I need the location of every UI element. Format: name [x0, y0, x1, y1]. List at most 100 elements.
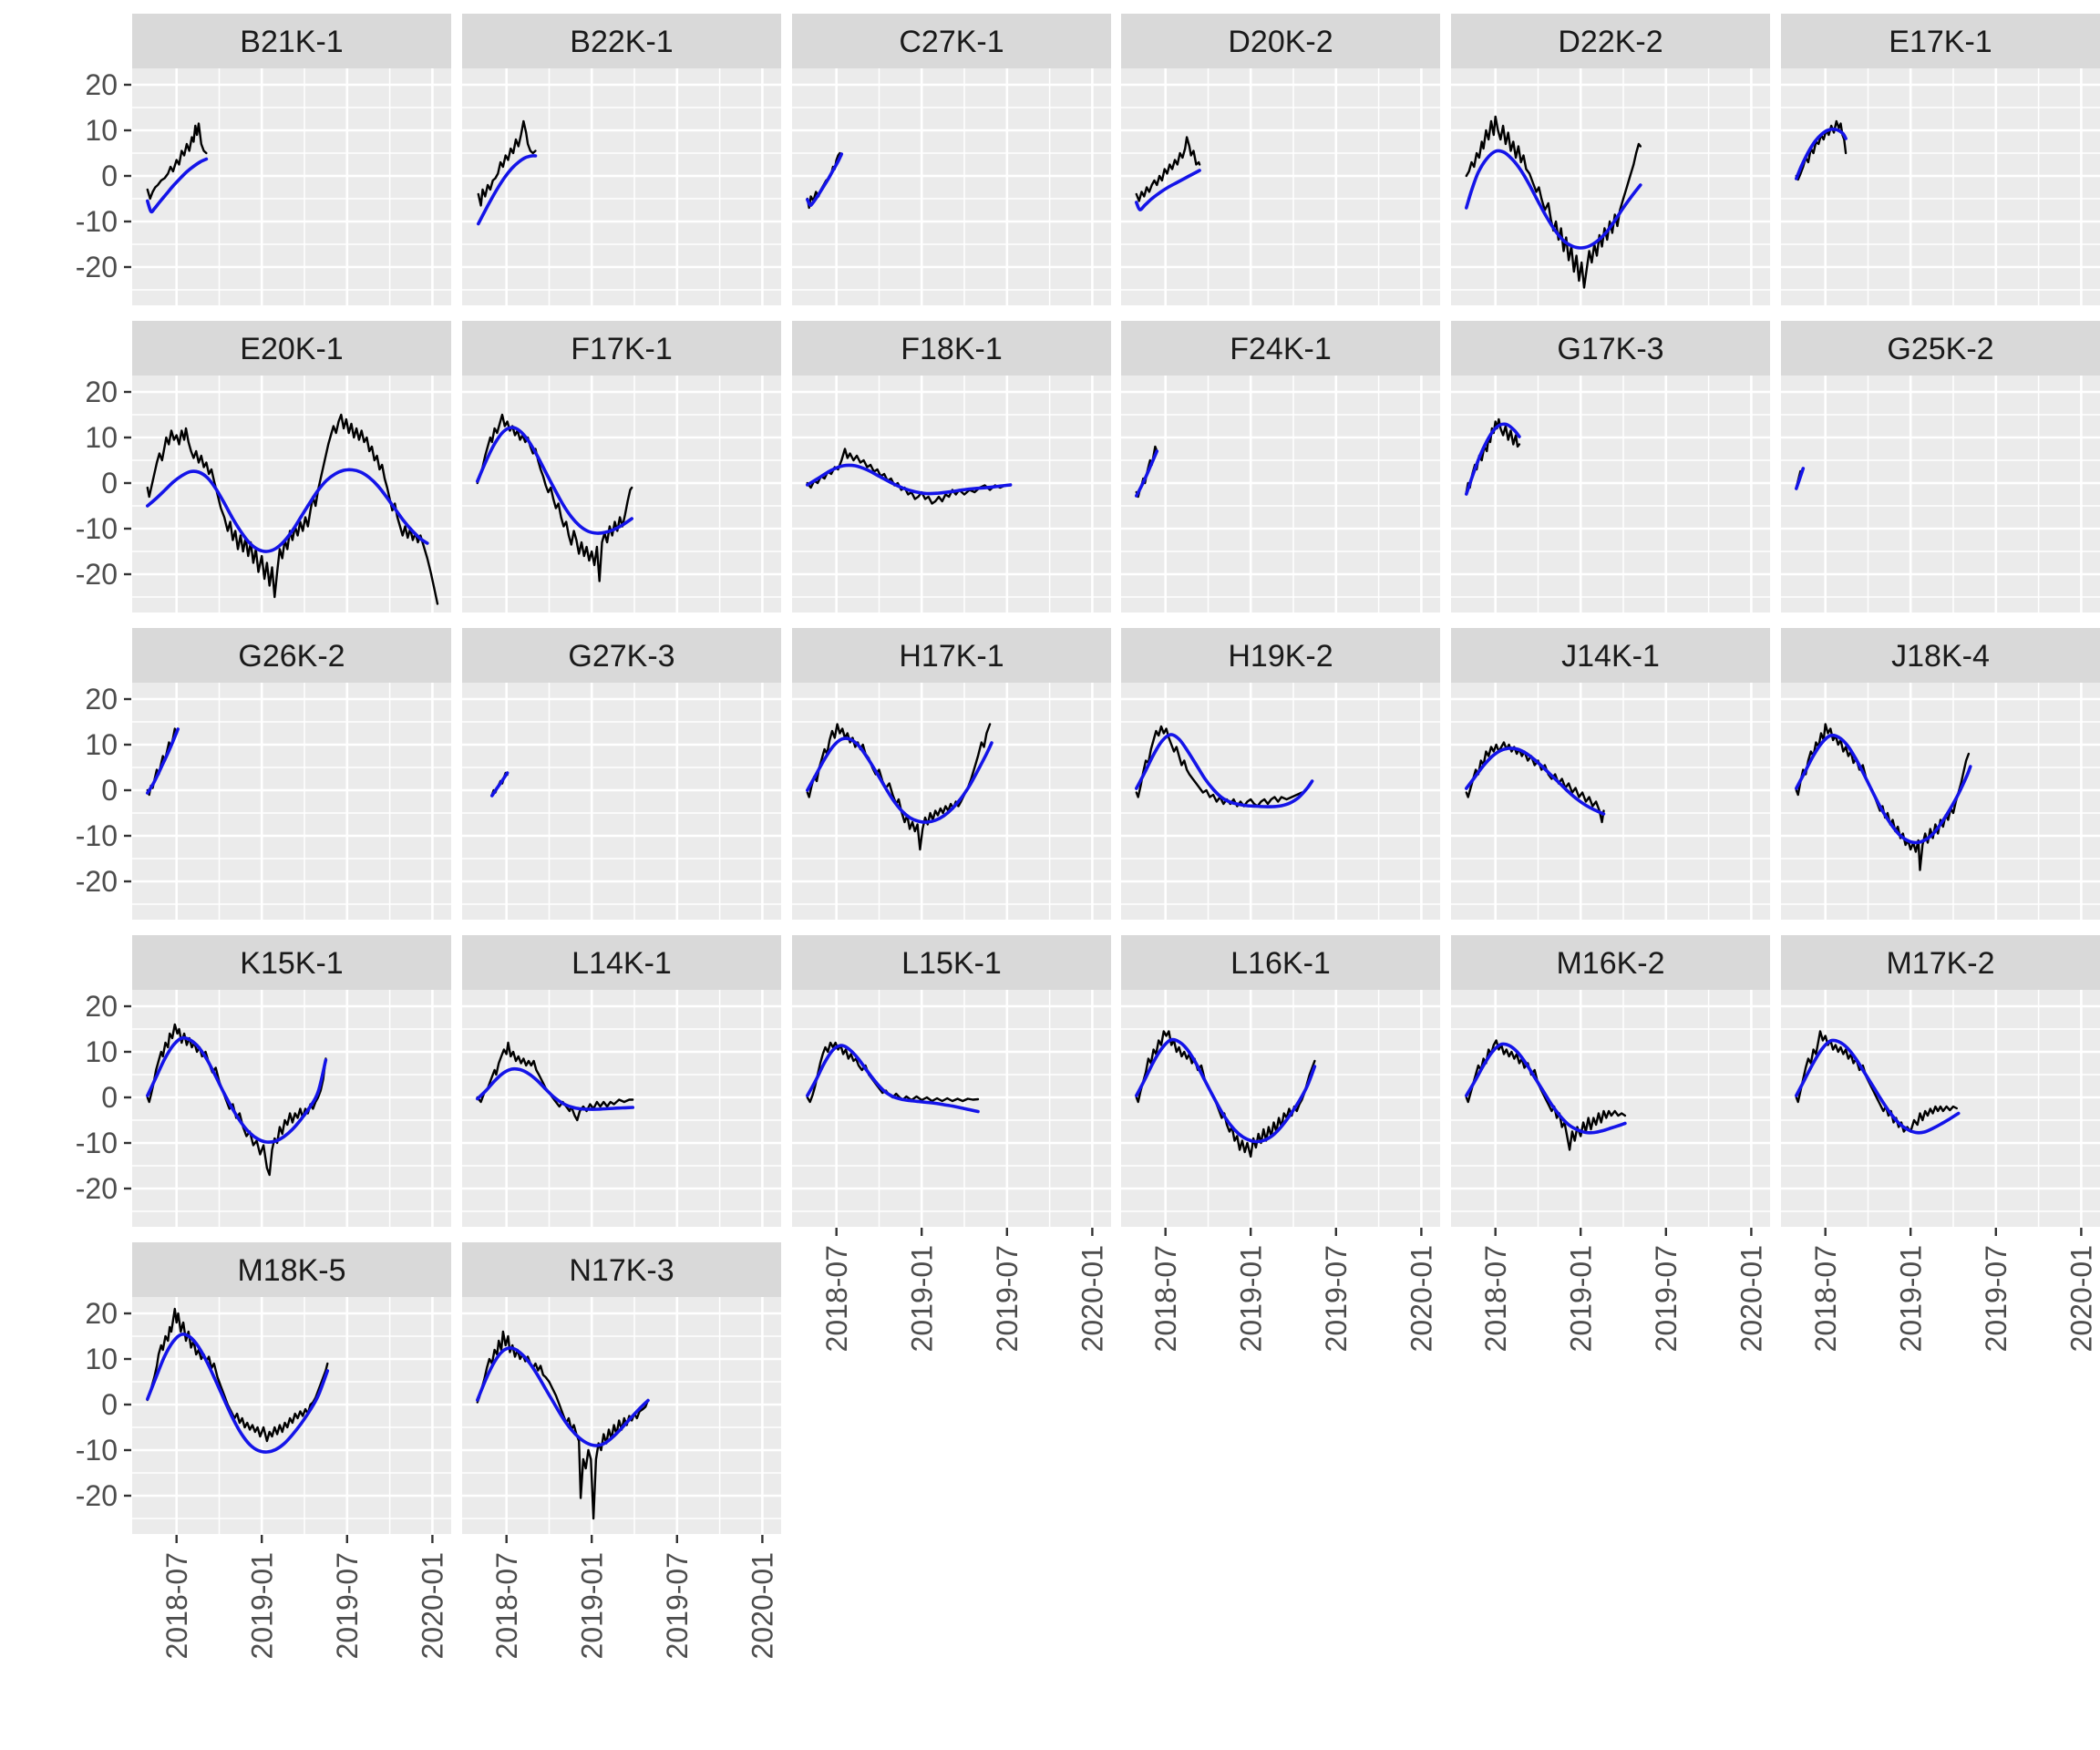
series-group [146, 413, 439, 605]
observed-line [146, 1307, 329, 1443]
facet-panel-M16K-2 [1451, 990, 1770, 1227]
y-tick-label: -10 [76, 512, 118, 545]
panel-background [1451, 68, 1770, 305]
facet-strip [1121, 935, 1440, 990]
smooth-line [476, 1066, 634, 1111]
series-group [1795, 723, 1972, 871]
x-tick-label: 2018-07 [1479, 1245, 1512, 1352]
series-group [1135, 136, 1201, 211]
series-group [1795, 1030, 1961, 1135]
panel-background [132, 683, 451, 920]
panel-background [462, 376, 781, 612]
facet-strip [792, 628, 1111, 683]
y-tick-label: 0 [101, 1388, 118, 1421]
y-tick-label: 20 [85, 1297, 118, 1330]
facet-panel-N17K-3 [462, 1297, 781, 1534]
y-tick-label: -20 [76, 251, 118, 283]
y-tick-label: 0 [101, 774, 118, 807]
smooth-line [1795, 127, 1848, 180]
facet-strip [132, 14, 451, 68]
smooth-line [477, 154, 538, 226]
facet-title: N17K-3 [569, 1253, 674, 1288]
x-tick-label: 2020-01 [2065, 1245, 2098, 1352]
facet-title: L15K-1 [901, 946, 1002, 981]
smooth-line [1795, 1038, 1961, 1135]
y-tick-label: -20 [76, 865, 118, 898]
panel-background [462, 1297, 781, 1534]
facet-strip [132, 935, 451, 990]
x-tick-label: 2019-01 [245, 1552, 278, 1659]
x-tick-label: 2019-07 [331, 1552, 364, 1659]
facet-strip [792, 14, 1111, 68]
x-tick-label: 2019-01 [905, 1245, 938, 1352]
facet-strip [132, 628, 451, 683]
facet-title: B21K-1 [240, 25, 343, 59]
series-group [1465, 417, 1521, 496]
y-tick-label: 10 [85, 1343, 118, 1375]
series-group [1465, 1039, 1627, 1151]
smooth-line [806, 736, 993, 824]
facet-panel-L16K-1 [1121, 990, 1440, 1227]
facet-panel-G27K-3 [462, 683, 781, 920]
smooth-line [476, 426, 633, 535]
smooth-line [1465, 149, 1642, 250]
facet-strip [1781, 628, 2100, 683]
facet-title: G25K-2 [1887, 332, 1993, 366]
smooth-line [1795, 733, 1972, 845]
series-group [806, 448, 1013, 505]
smooth-line [476, 1346, 650, 1447]
smooth-line [146, 1035, 328, 1144]
facet-title: H19K-2 [1228, 639, 1333, 674]
facet-title: F24K-1 [1230, 332, 1332, 366]
facet-panel-B21K-1 [132, 68, 451, 305]
series-group [146, 1023, 328, 1177]
y-tick-label: 20 [85, 683, 118, 715]
panel-background [132, 1297, 451, 1534]
facet-panel-C27K-1 [792, 68, 1111, 305]
observed-line [477, 119, 537, 207]
y-tick-label: -20 [76, 558, 118, 591]
smooth-line [1465, 746, 1606, 816]
facet-panel-H19K-2 [1121, 683, 1440, 920]
panel-background [462, 683, 781, 920]
facet-title: M17K-2 [1886, 946, 1994, 981]
facet-panel-G17K-3 [1451, 376, 1770, 612]
smooth-line [1135, 449, 1159, 498]
observed-line [806, 723, 992, 851]
smooth-line [1795, 467, 1806, 490]
smooth-line [146, 1333, 330, 1454]
x-tick-label: 2020-01 [1405, 1245, 1438, 1352]
series-group [1135, 445, 1159, 499]
panel-background [132, 990, 451, 1227]
observed-line [476, 1330, 650, 1520]
observed-line [1795, 1030, 1958, 1133]
facet-strip [1451, 628, 1770, 683]
smooth-line [146, 157, 209, 214]
observed-line [1135, 136, 1201, 202]
series-group [490, 771, 510, 798]
y-tick-label: -10 [76, 1434, 118, 1467]
series-group [1135, 725, 1314, 808]
observed-line [1465, 741, 1605, 824]
x-tick-label: 2019-07 [1980, 1245, 2012, 1352]
facet-panel-D22K-2 [1451, 68, 1770, 305]
y-tick-label: 0 [101, 467, 118, 499]
x-tick-label: 2019-07 [1650, 1245, 1683, 1352]
smooth-line [1465, 422, 1521, 496]
y-tick-label: -10 [76, 205, 118, 238]
series-group [1135, 1030, 1317, 1158]
facet-strip [132, 321, 451, 376]
y-tick-label: -20 [76, 1479, 118, 1512]
smooth-line [1465, 1042, 1627, 1135]
facet-panel-B22K-1 [462, 68, 781, 305]
facet-strip [462, 935, 781, 990]
panel-background [132, 68, 451, 305]
facet-title: J14K-1 [1561, 639, 1660, 674]
facet-panel-E20K-1 [132, 376, 451, 612]
x-tick-label: 2019-07 [1320, 1245, 1353, 1352]
facet-panel-E17K-1 [1781, 68, 2100, 305]
series-group [476, 1041, 634, 1122]
smooth-line [1135, 733, 1314, 808]
y-tick-label: -10 [76, 1127, 118, 1159]
